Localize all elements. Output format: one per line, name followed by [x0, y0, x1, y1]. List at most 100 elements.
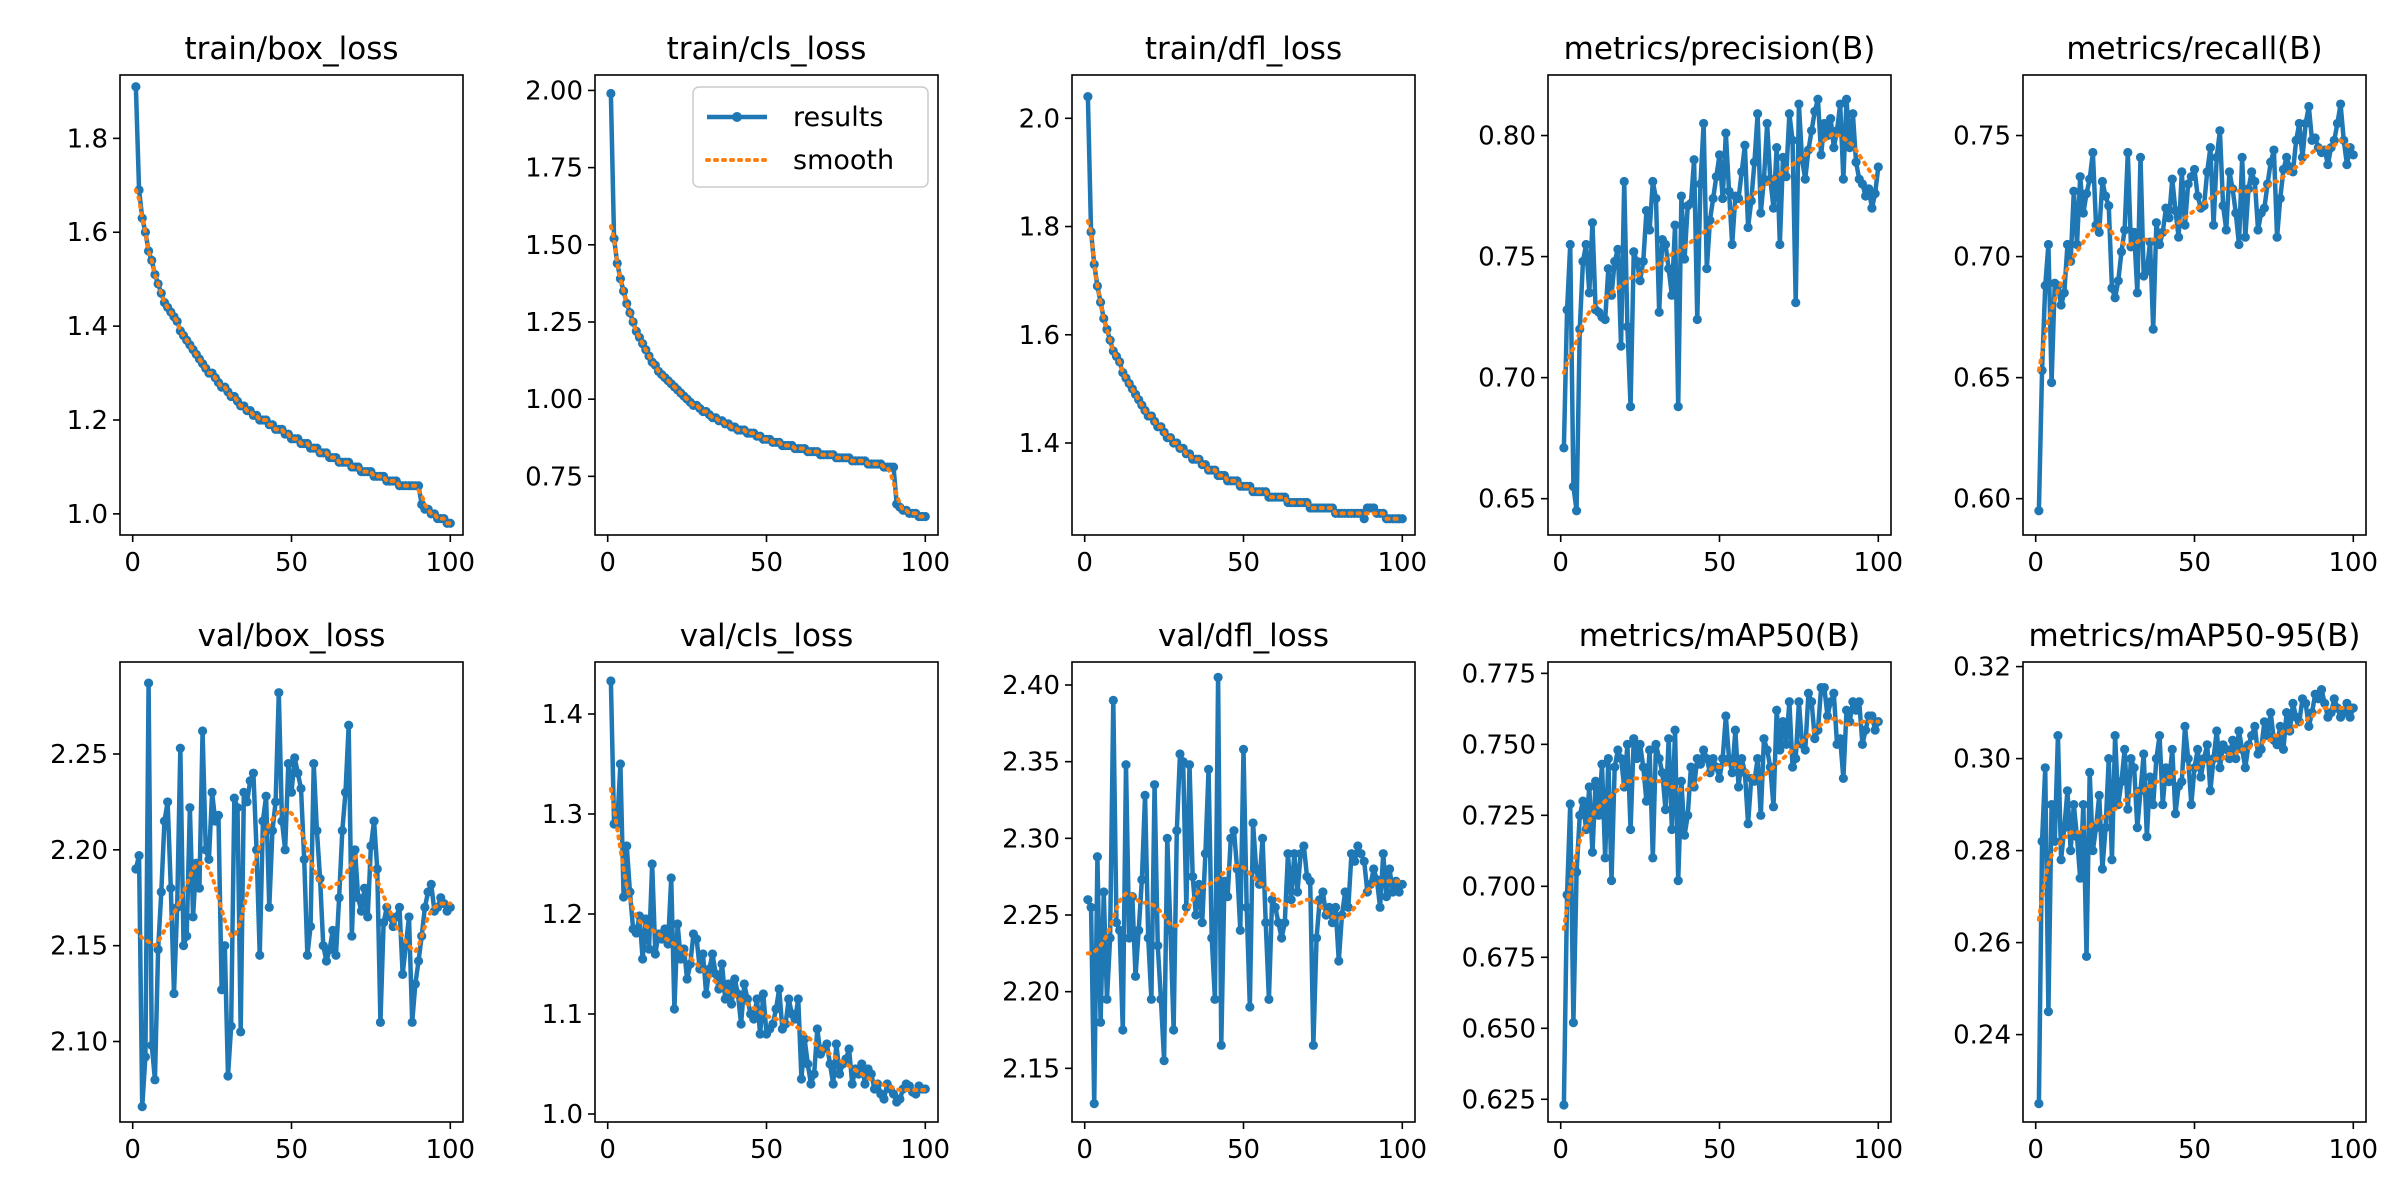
- results-point: [1635, 276, 1645, 286]
- y-tick-label: 0.700: [1462, 872, 1536, 902]
- results-point: [1578, 796, 1588, 806]
- results-point: [166, 883, 176, 893]
- plot-area: [606, 676, 930, 1107]
- results-point: [1699, 118, 1709, 129]
- subplot-title: metrics/recall(B): [2066, 31, 2322, 67]
- results-point: [1651, 193, 1661, 204]
- x-tick-label: 100: [425, 1135, 475, 1165]
- results-point: [1378, 849, 1388, 859]
- results-point: [1708, 753, 1718, 764]
- results-point: [2205, 143, 2215, 153]
- x-tick-label: 50: [1227, 548, 1260, 578]
- smooth-series-line: [1561, 716, 1881, 931]
- results-point: [2183, 754, 2193, 764]
- results-point: [1613, 244, 1623, 254]
- results-point: [2050, 836, 2060, 847]
- results-point: [1848, 109, 1858, 119]
- results-point: [1559, 1100, 1569, 1110]
- results-point: [1115, 925, 1125, 935]
- results-point: [143, 678, 154, 688]
- results-point: [888, 462, 899, 472]
- results-point: [1261, 918, 1271, 928]
- x-tick-label: 0: [2027, 548, 2044, 578]
- results-point: [2304, 101, 2314, 112]
- legend-box: [692, 86, 929, 188]
- results-point: [774, 984, 784, 994]
- results-series-line: [1561, 96, 1881, 514]
- results-point: [2167, 744, 2177, 755]
- plot-area: [2034, 99, 2358, 516]
- x-tick-label: 50: [1703, 548, 1736, 578]
- results-point: [347, 931, 357, 941]
- results-point: [2085, 174, 2095, 184]
- results-point: [325, 944, 335, 955]
- results-point: [2151, 754, 2161, 764]
- results-point: [1083, 92, 1093, 102]
- results-point: [410, 979, 420, 989]
- results-point: [2186, 172, 2196, 182]
- y-tick-label: 2.25: [50, 740, 108, 770]
- results-point: [1838, 174, 1848, 184]
- results-point: [666, 873, 676, 883]
- results-point: [2110, 731, 2120, 741]
- results-point: [1603, 264, 1613, 274]
- results-markers: [2034, 99, 2358, 516]
- results-point: [2078, 800, 2088, 810]
- results-point: [1724, 753, 1734, 764]
- results-point: [1841, 94, 1852, 104]
- results-point: [2100, 823, 2111, 833]
- results-point: [1331, 902, 1341, 912]
- results-point: [2224, 754, 2235, 764]
- results-point: [1873, 162, 1883, 172]
- smooth-series-line: [133, 188, 453, 526]
- results-point: [2199, 754, 2209, 764]
- results-point: [1610, 762, 1620, 772]
- results-point: [363, 912, 373, 922]
- results-point: [615, 759, 626, 769]
- results-point: [2142, 266, 2152, 276]
- results-point: [1600, 314, 1610, 325]
- results-point: [1568, 1018, 1579, 1028]
- results-point: [672, 919, 683, 929]
- results-point: [2259, 203, 2269, 213]
- results-point: [2202, 167, 2212, 177]
- results-point: [2059, 288, 2069, 298]
- results-point: [137, 1102, 147, 1112]
- results-point: [366, 841, 376, 851]
- x-tick-label: 100: [2328, 548, 2378, 578]
- results-point: [1280, 918, 1290, 928]
- results-point: [1613, 745, 1623, 755]
- results-point: [1213, 672, 1223, 682]
- results-point: [720, 994, 730, 1004]
- y-tick-label: 1.0: [542, 1100, 583, 1130]
- plot-area: [606, 88, 930, 522]
- results-point: [2062, 786, 2073, 796]
- results-point: [2221, 225, 2231, 235]
- results-point: [755, 1029, 765, 1039]
- results-point: [726, 999, 737, 1009]
- results-series-line: [133, 680, 453, 1109]
- results-point: [1251, 864, 1261, 874]
- results-point: [1610, 256, 1620, 267]
- subplot-title: train/box_loss: [184, 31, 398, 67]
- plot-area: [1083, 672, 1407, 1109]
- results-point: [2212, 152, 2222, 162]
- results-point: [1191, 910, 1201, 920]
- results-point: [353, 893, 363, 903]
- results-point: [1679, 830, 1690, 840]
- results-point: [1829, 143, 1839, 153]
- results-point: [1718, 193, 1728, 204]
- results-point: [1800, 174, 1810, 184]
- results-point: [1787, 762, 1798, 772]
- results-point: [1118, 1025, 1128, 1035]
- results-point: [2145, 772, 2155, 782]
- results-point: [1819, 682, 1829, 693]
- subplot-title: metrics/precision(B): [1564, 31, 1876, 67]
- subplot-title: metrics/mAP50(B): [1579, 618, 1860, 654]
- results-point: [2170, 205, 2181, 216]
- y-tick-label: 2.0: [1019, 104, 1060, 134]
- x-tick-label: 0: [124, 548, 141, 578]
- results-point: [1727, 239, 1737, 250]
- results-markers: [606, 676, 930, 1107]
- results-point: [2046, 800, 2057, 810]
